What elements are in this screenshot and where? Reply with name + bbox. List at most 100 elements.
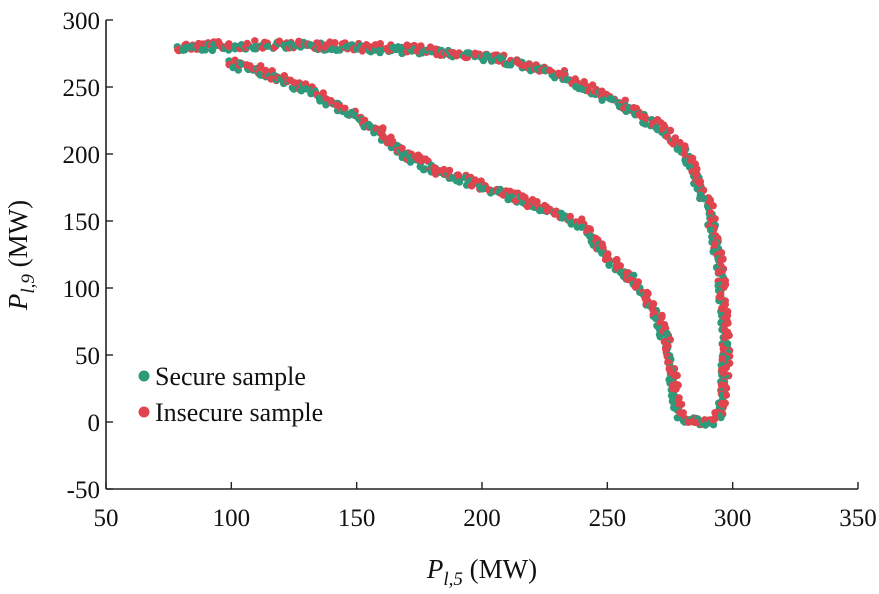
legend-marker-insecure	[138, 406, 150, 418]
scatter-points	[173, 37, 734, 429]
secure-sample-point	[577, 223, 586, 231]
secure-sample-point	[608, 95, 616, 103]
insecure-sample-point	[598, 89, 606, 98]
insecure-sample-point	[291, 79, 299, 87]
insecure-sample-point	[691, 418, 699, 427]
insecure-sample-point	[546, 66, 554, 75]
secure-sample-point	[605, 261, 613, 269]
legend: Secure sample Insecure sample	[138, 362, 323, 427]
insecure-sample-point	[724, 319, 732, 327]
x-ticks: 50 100 150 200 250 300 350	[94, 482, 877, 532]
insecure-sample-point	[717, 256, 725, 265]
insecure-sample-point	[722, 384, 731, 392]
secure-sample-point	[559, 212, 567, 220]
insecure-sample-point	[632, 280, 640, 288]
insecure-sample-point	[554, 69, 563, 78]
insecure-sample-point	[261, 66, 270, 75]
insecure-sample-point	[586, 226, 595, 234]
insecure-sample-point	[709, 416, 717, 424]
insecure-sample-point	[722, 363, 730, 372]
secure-sample-point	[455, 178, 464, 186]
y-tick-label: 300	[63, 8, 101, 35]
insecure-sample-point	[616, 263, 624, 271]
secure-sample-point	[316, 97, 324, 105]
x-tick-label: 150	[338, 505, 376, 532]
y-tick-label: 0	[88, 410, 101, 437]
insecure-sample-point	[719, 369, 728, 377]
insecure-sample-point	[243, 39, 251, 48]
insecure-sample-point	[431, 45, 440, 53]
insecure-sample-point	[398, 144, 406, 152]
insecure-sample-point	[604, 255, 612, 263]
insecure-sample-point	[676, 409, 684, 417]
y-tick-label: 250	[63, 75, 101, 102]
insecure-sample-point	[327, 97, 335, 105]
insecure-sample-point	[566, 212, 574, 221]
legend-label-secure: Secure sample	[155, 362, 306, 391]
insecure-sample-point	[642, 114, 650, 123]
y-tick-label: -50	[67, 477, 100, 504]
secure-sample-point	[376, 48, 384, 57]
secure-sample-point	[700, 195, 708, 203]
insecure-sample-point	[716, 293, 724, 301]
insecure-sample-point	[256, 63, 264, 72]
secure-sample-point	[656, 333, 664, 341]
insecure-sample-point	[376, 40, 384, 48]
insecure-sample-point	[388, 137, 397, 145]
insecure-sample-point	[709, 202, 717, 210]
insecure-sample-point	[440, 165, 448, 174]
insecure-sample-point	[706, 209, 715, 217]
secure-sample-point	[465, 49, 473, 57]
x-tick-label: 200	[463, 505, 501, 532]
insecure-sample-point	[523, 202, 532, 211]
x-tick-label: 100	[213, 505, 251, 532]
insecure-sample-point	[718, 304, 726, 313]
insecure-sample-point	[471, 176, 479, 184]
y-tick-label: 200	[63, 142, 101, 169]
legend-marker-secure	[138, 370, 150, 382]
secure-sample-point	[256, 71, 264, 79]
insecure-sample-point	[720, 283, 728, 291]
insecure-sample-point	[693, 165, 701, 173]
secure-sample-point	[652, 124, 660, 132]
secure-sample-point	[208, 46, 217, 55]
y-tick-label: 150	[63, 209, 101, 236]
insecure-sample-point	[445, 166, 454, 175]
insecure-sample-point	[681, 143, 689, 151]
y-axis-label: Pl,9 (MW)	[3, 200, 39, 311]
y-tick-label: 50	[75, 343, 100, 370]
insecure-sample-point	[715, 268, 724, 276]
insecure-sample-point	[666, 366, 674, 375]
x-axis-label: Pl,5 (MW)	[426, 554, 537, 590]
insecure-sample-point	[319, 89, 327, 97]
insecure-sample-point	[663, 343, 671, 351]
x-tick-label: 250	[589, 505, 627, 532]
insecure-sample-point	[331, 39, 339, 47]
insecure-sample-point	[225, 42, 233, 51]
insecure-sample-point	[417, 157, 425, 165]
x-tick-label: 50	[94, 505, 119, 532]
insecure-sample-point	[722, 391, 731, 399]
insecure-sample-point	[672, 385, 680, 393]
secure-sample-point	[668, 397, 677, 405]
insecure-sample-point	[720, 326, 729, 334]
insecure-sample-point	[666, 126, 675, 135]
secure-sample-point	[406, 158, 415, 166]
y-tick-label: 100	[63, 276, 101, 303]
insecure-sample-point	[454, 171, 463, 180]
insecure-sample-point	[692, 171, 700, 179]
x-tick-label: 300	[714, 505, 752, 532]
insecure-sample-point	[711, 409, 719, 417]
insecure-sample-point	[519, 61, 527, 70]
secure-sample-point	[201, 46, 209, 54]
insecure-sample-point	[358, 47, 366, 55]
x-tick-label: 350	[839, 505, 877, 532]
insecure-sample-point	[660, 321, 669, 329]
insecure-sample-point	[341, 104, 349, 113]
legend-label-insecure: Insecure sample	[155, 398, 323, 427]
secure-sample-point	[290, 85, 298, 93]
insecure-sample-point	[275, 37, 284, 45]
insecure-sample-point	[251, 37, 259, 45]
insecure-sample-point	[673, 371, 681, 380]
